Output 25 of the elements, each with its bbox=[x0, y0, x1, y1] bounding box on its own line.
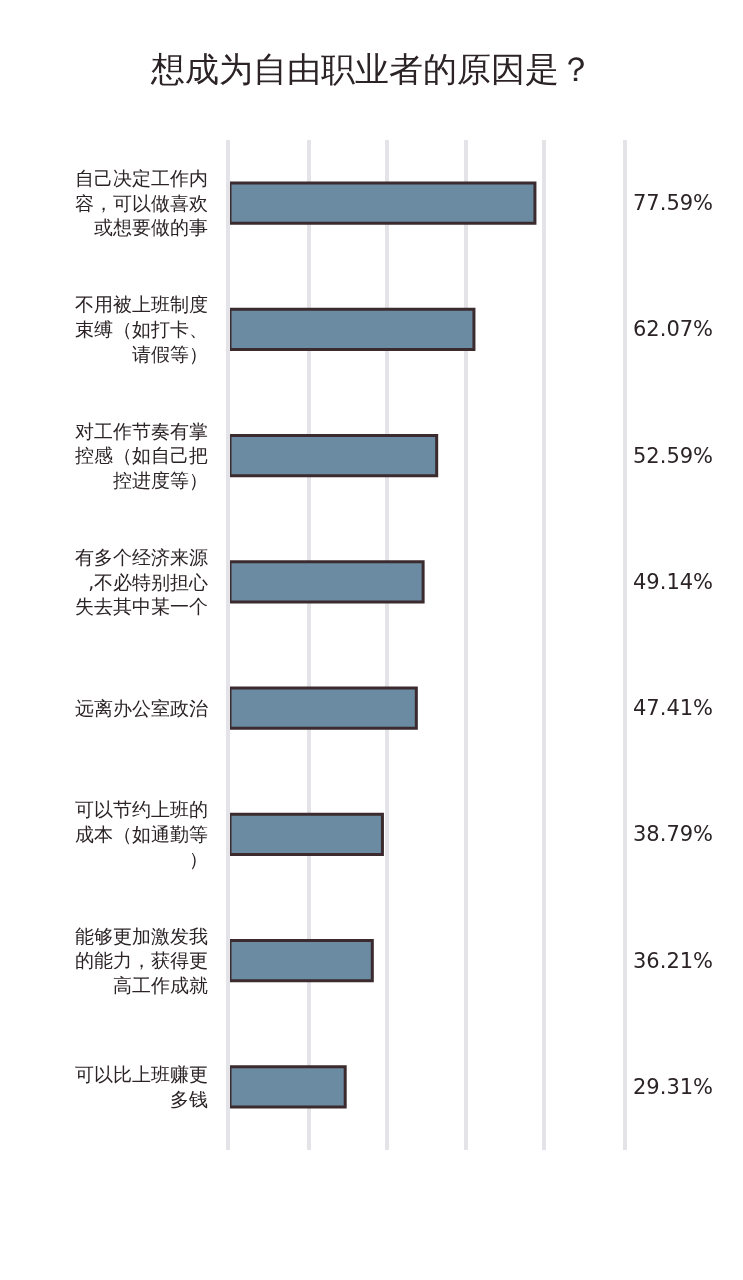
y-tick-label: 远离办公室政治 bbox=[75, 696, 209, 719]
bar bbox=[230, 433, 439, 478]
data-label: 29.31% bbox=[633, 1075, 714, 1099]
data-label: 36.21% bbox=[633, 949, 714, 973]
bar bbox=[230, 560, 425, 604]
bar bbox=[230, 938, 374, 983]
y-tick-label: 可以比上班赚更多钱 bbox=[75, 1063, 209, 1110]
data-label: 62.07% bbox=[633, 317, 714, 341]
bar bbox=[230, 686, 418, 730]
data-label: 38.79% bbox=[633, 822, 714, 846]
bar bbox=[230, 812, 384, 857]
chart-title: 想成为自由职业者的原因是？ bbox=[149, 49, 593, 90]
bar bbox=[230, 181, 537, 225]
data-label: 49.14% bbox=[633, 570, 714, 594]
data-label: 77.59% bbox=[633, 191, 714, 215]
data-label: 52.59% bbox=[633, 444, 714, 468]
y-tick-label: 自己决定工作内容，可以做喜欢或想要做的事 bbox=[75, 167, 209, 239]
y-tick-label: 不用被上班制度束缚（如打卡、请假等） bbox=[75, 293, 209, 365]
bar bbox=[230, 307, 476, 352]
data-label: 47.41% bbox=[633, 696, 714, 720]
y-tick-label: 对工作节奏有掌控感（如自己把控进度等） bbox=[75, 419, 209, 491]
y-tick-label: 可以节约上班的成本（如通勤等） bbox=[75, 798, 209, 870]
y-tick-label: 有多个经济来源,不必特别担心失去其中某一个 bbox=[75, 545, 209, 618]
y-tick-label: 能够更加激发我的能力，获得更高工作成就 bbox=[75, 924, 209, 996]
bar bbox=[230, 1065, 347, 1109]
